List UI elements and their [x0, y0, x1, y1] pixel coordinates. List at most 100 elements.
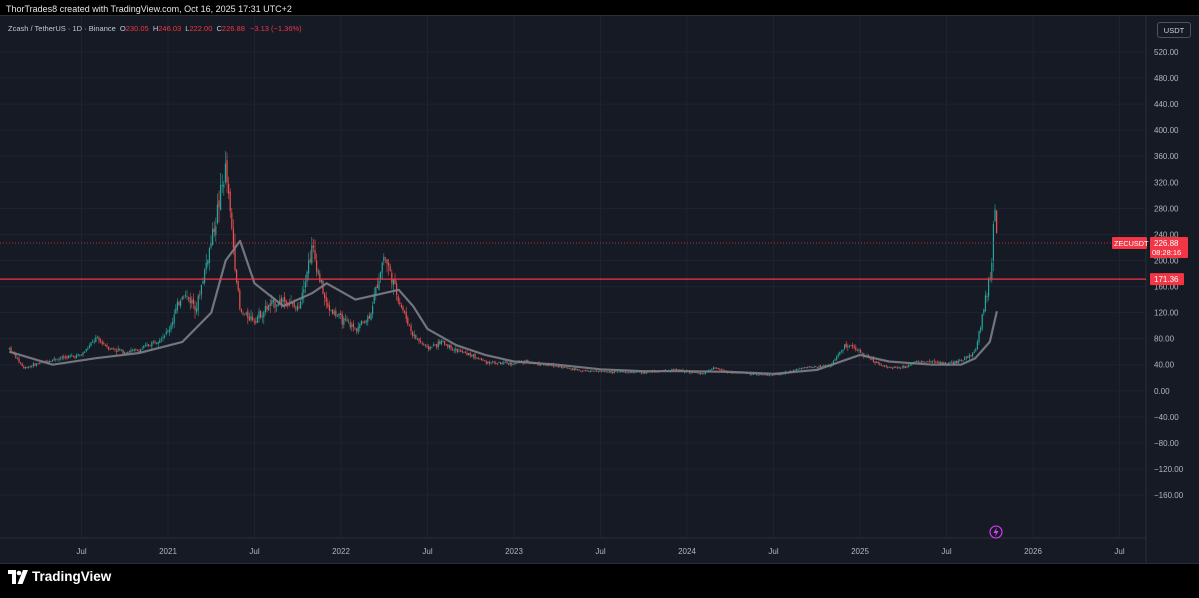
candle-body — [52, 359, 54, 362]
candle-body — [692, 372, 694, 373]
candle-body — [154, 341, 156, 343]
candle-body — [629, 371, 631, 373]
candle-body — [839, 351, 841, 355]
candle-body — [624, 371, 627, 373]
candle-body — [631, 371, 633, 373]
lightning-icon[interactable] — [989, 525, 1003, 539]
candle-body — [404, 311, 406, 313]
candle-body — [410, 325, 412, 332]
candle-body — [68, 355, 70, 358]
candle-body — [407, 317, 409, 325]
candle-body — [581, 370, 583, 372]
x-tick-label: Jul — [595, 547, 605, 556]
y-tick-label: −80.00 — [1154, 439, 1179, 448]
candle-body — [309, 258, 311, 263]
x-tick-label: Jul — [422, 547, 432, 556]
candle-body — [237, 281, 239, 291]
candle-body — [66, 356, 68, 359]
candle-body — [901, 366, 903, 368]
candle-body — [188, 297, 190, 299]
candle-body — [508, 363, 510, 365]
candle-body — [807, 366, 809, 369]
candle-body — [693, 372, 695, 373]
candle-body — [815, 366, 817, 368]
candle-body — [700, 373, 702, 374]
candle-body — [304, 281, 307, 288]
candle-body — [399, 302, 401, 305]
candle-body — [800, 368, 803, 370]
ticker-label: ZECUSDT — [1114, 239, 1149, 248]
candle-body — [930, 361, 932, 362]
candle-body — [676, 369, 678, 371]
candle-body — [84, 351, 86, 353]
candle-body — [220, 184, 222, 211]
candle-body — [477, 357, 479, 360]
candle-body — [173, 314, 175, 323]
candle-body — [468, 353, 470, 355]
candle-body — [360, 321, 363, 325]
price-chart[interactable]: 520.00 480.00 440.00 400.00 360.00 320.00 280.… — [0, 16, 1199, 563]
candle-body — [367, 316, 369, 322]
candle-body — [695, 372, 697, 373]
candle-body — [501, 363, 503, 365]
candle-body — [116, 351, 118, 352]
candle-body — [332, 309, 334, 315]
candle-body — [114, 349, 116, 351]
candle-body — [274, 301, 276, 308]
symbol-legend: Zcash / TetherUS · 1D · Binance O230.05 … — [8, 24, 302, 33]
candle-body — [572, 368, 574, 370]
candle-body — [373, 293, 375, 304]
candle-body — [564, 366, 566, 368]
candle-body — [39, 363, 41, 364]
candle-body — [397, 296, 399, 302]
candle-body — [434, 344, 436, 346]
candle-body — [388, 262, 390, 266]
candle-body — [32, 363, 35, 367]
chart-pane[interactable]: 520.00 480.00 440.00 400.00 360.00 320.00 280.… — [0, 15, 1199, 564]
candle-body — [10, 347, 12, 353]
currency-button[interactable]: USDT — [1157, 22, 1191, 38]
candle-body — [487, 361, 489, 364]
candle-body — [303, 289, 305, 293]
candle-body — [447, 344, 449, 348]
candle-body — [554, 365, 556, 367]
candle-body — [172, 322, 174, 326]
candle-body — [493, 361, 495, 363]
candle-body — [232, 228, 235, 248]
candle-body — [149, 345, 151, 347]
candle-body — [476, 357, 478, 359]
symbol-title[interactable]: Zcash / TetherUS · 1D · Binance — [8, 24, 116, 33]
candle-body — [183, 296, 185, 298]
candle-body — [156, 342, 158, 344]
candle-body — [95, 337, 97, 342]
candle-body — [260, 310, 262, 318]
change-value: −3.13 (−1.36%) — [249, 24, 302, 33]
candle-body — [77, 354, 79, 356]
candle-body — [29, 366, 31, 368]
candle-body — [213, 228, 215, 233]
candle-body — [250, 315, 252, 320]
candle-body — [444, 341, 446, 345]
candle-body — [277, 303, 279, 307]
candle-body — [167, 331, 169, 333]
candle-body — [556, 365, 558, 367]
candle-body — [949, 361, 951, 364]
candle-body — [18, 358, 20, 363]
candle-body — [370, 313, 372, 320]
candle-body — [583, 370, 585, 372]
candle-body — [293, 302, 295, 307]
candle-body — [298, 307, 300, 309]
candle-body — [191, 300, 193, 303]
candle-body — [8, 348, 11, 350]
candle-body — [888, 367, 891, 368]
candle-body — [895, 366, 897, 368]
candle-body — [752, 374, 755, 375]
y-tick-label: 240.00 — [1154, 230, 1179, 239]
candle-body — [344, 318, 347, 320]
candle-body — [109, 349, 111, 351]
candle-body — [423, 344, 425, 345]
candle-body — [16, 357, 19, 359]
candle-body — [74, 356, 76, 358]
candle-body — [394, 279, 396, 285]
low-value: 222.00 — [189, 24, 213, 33]
